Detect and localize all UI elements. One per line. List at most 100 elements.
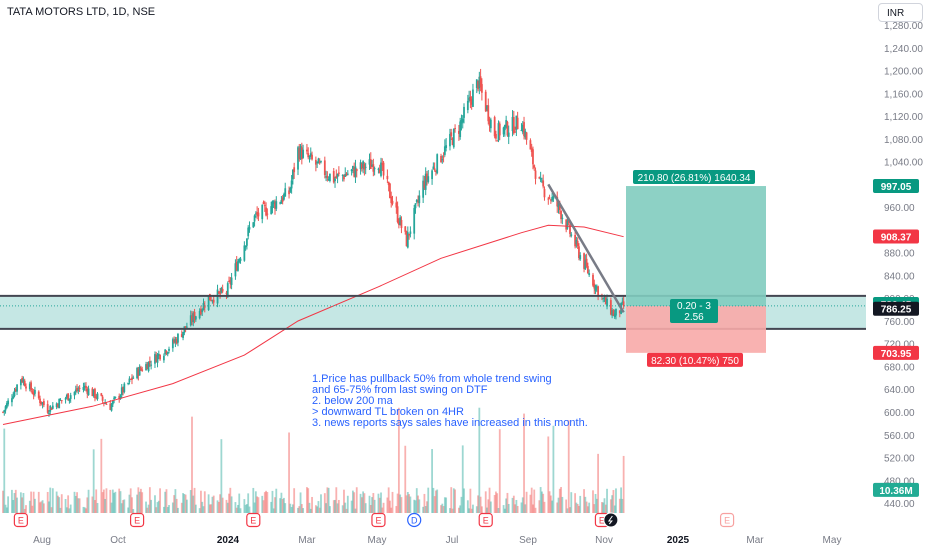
volume-bar — [387, 487, 390, 513]
volume-bar — [194, 504, 197, 513]
candle-body — [405, 231, 408, 247]
candle-body — [525, 132, 528, 140]
stop-price-badge: 703.95 — [881, 349, 912, 360]
candle-body — [21, 377, 24, 383]
volume-bar — [248, 506, 251, 513]
candle-body — [22, 379, 25, 383]
candle-body — [59, 399, 62, 401]
volume-bar — [566, 508, 569, 513]
candle-body — [28, 383, 31, 390]
candle-body — [12, 396, 15, 399]
volume-bar — [363, 493, 366, 513]
volume-bar — [219, 494, 221, 513]
candle-body — [150, 364, 153, 366]
candle-body — [263, 205, 266, 207]
volume-bar — [459, 505, 462, 513]
candle-body — [309, 153, 312, 157]
candle-body — [557, 202, 560, 208]
volume-bar — [230, 496, 233, 513]
volume-bar — [193, 487, 196, 513]
volume-bar — [511, 497, 514, 513]
volume-bar — [595, 498, 598, 513]
candle-body — [136, 368, 138, 379]
candle-body — [463, 106, 465, 118]
volume-bar — [253, 502, 256, 513]
currency-button[interactable]: INR — [878, 3, 923, 22]
volume-bar — [574, 493, 577, 513]
candle-body — [86, 388, 89, 394]
candle-body — [468, 97, 471, 101]
volume-bar — [252, 487, 255, 513]
candle-body — [243, 245, 246, 261]
volume-bar — [42, 503, 45, 513]
candle-body — [219, 291, 221, 295]
volume-badge: 10.36M — [879, 486, 912, 497]
candle-body — [459, 121, 462, 138]
volume-bar — [569, 507, 571, 513]
volume-bar — [395, 506, 398, 513]
earnings-event-letter: E — [250, 516, 256, 526]
candle-body — [514, 131, 516, 133]
candle-body — [360, 163, 363, 169]
candle-body — [78, 387, 81, 389]
candle-body — [478, 76, 481, 89]
volume-bar — [95, 489, 98, 513]
candle-body — [451, 138, 454, 145]
candle-body — [40, 401, 43, 405]
candle-body — [466, 100, 469, 111]
volume-bar — [40, 501, 43, 513]
candle-body — [146, 364, 149, 370]
candle-body — [298, 148, 301, 160]
candle-body — [524, 131, 527, 138]
candle-body — [74, 389, 77, 392]
candle-body — [395, 202, 398, 208]
candle-body — [521, 124, 524, 133]
volume-bar — [208, 504, 211, 513]
candle-body — [261, 204, 264, 220]
volume-bar — [175, 498, 178, 513]
candle-body — [327, 178, 330, 180]
candle-body — [414, 203, 417, 209]
volume-bar — [109, 489, 112, 513]
volume-bar — [578, 505, 580, 513]
volume-bar — [28, 500, 31, 513]
volume-bar — [203, 491, 206, 513]
candle-body — [387, 181, 390, 186]
candle-body — [345, 173, 348, 176]
candle-body — [289, 187, 292, 192]
y-tick-label: 760.00 — [884, 317, 915, 328]
candle-body — [603, 297, 606, 299]
volume-bar — [523, 413, 525, 513]
candle-body — [145, 364, 147, 371]
volume-bar — [603, 498, 606, 513]
volume-bar — [488, 487, 491, 513]
volume-bar — [78, 498, 81, 513]
candle-body — [300, 147, 303, 160]
candle-body — [343, 175, 345, 180]
volume-bar — [530, 487, 533, 513]
volume-bar — [495, 491, 497, 513]
volume-bar — [386, 497, 389, 513]
volume-bar — [34, 498, 36, 513]
candle-body — [579, 255, 582, 260]
volume-bar — [159, 488, 161, 513]
candle-body — [389, 183, 391, 199]
volume-bar — [243, 499, 246, 513]
volume-bar — [397, 407, 400, 513]
volume-bar — [316, 506, 319, 513]
volume-bar — [280, 492, 283, 513]
candle-body — [594, 285, 597, 291]
volume-bar — [441, 503, 444, 513]
candle-body — [159, 354, 161, 360]
candle-body — [314, 159, 317, 165]
candle-body — [308, 155, 311, 158]
volume-bar — [372, 493, 375, 513]
candle-body — [192, 313, 195, 323]
candle-body — [157, 353, 160, 356]
candle-body — [237, 261, 239, 271]
volume-bar — [211, 496, 214, 513]
volume-bar — [173, 495, 176, 513]
volume-bar — [422, 506, 425, 513]
